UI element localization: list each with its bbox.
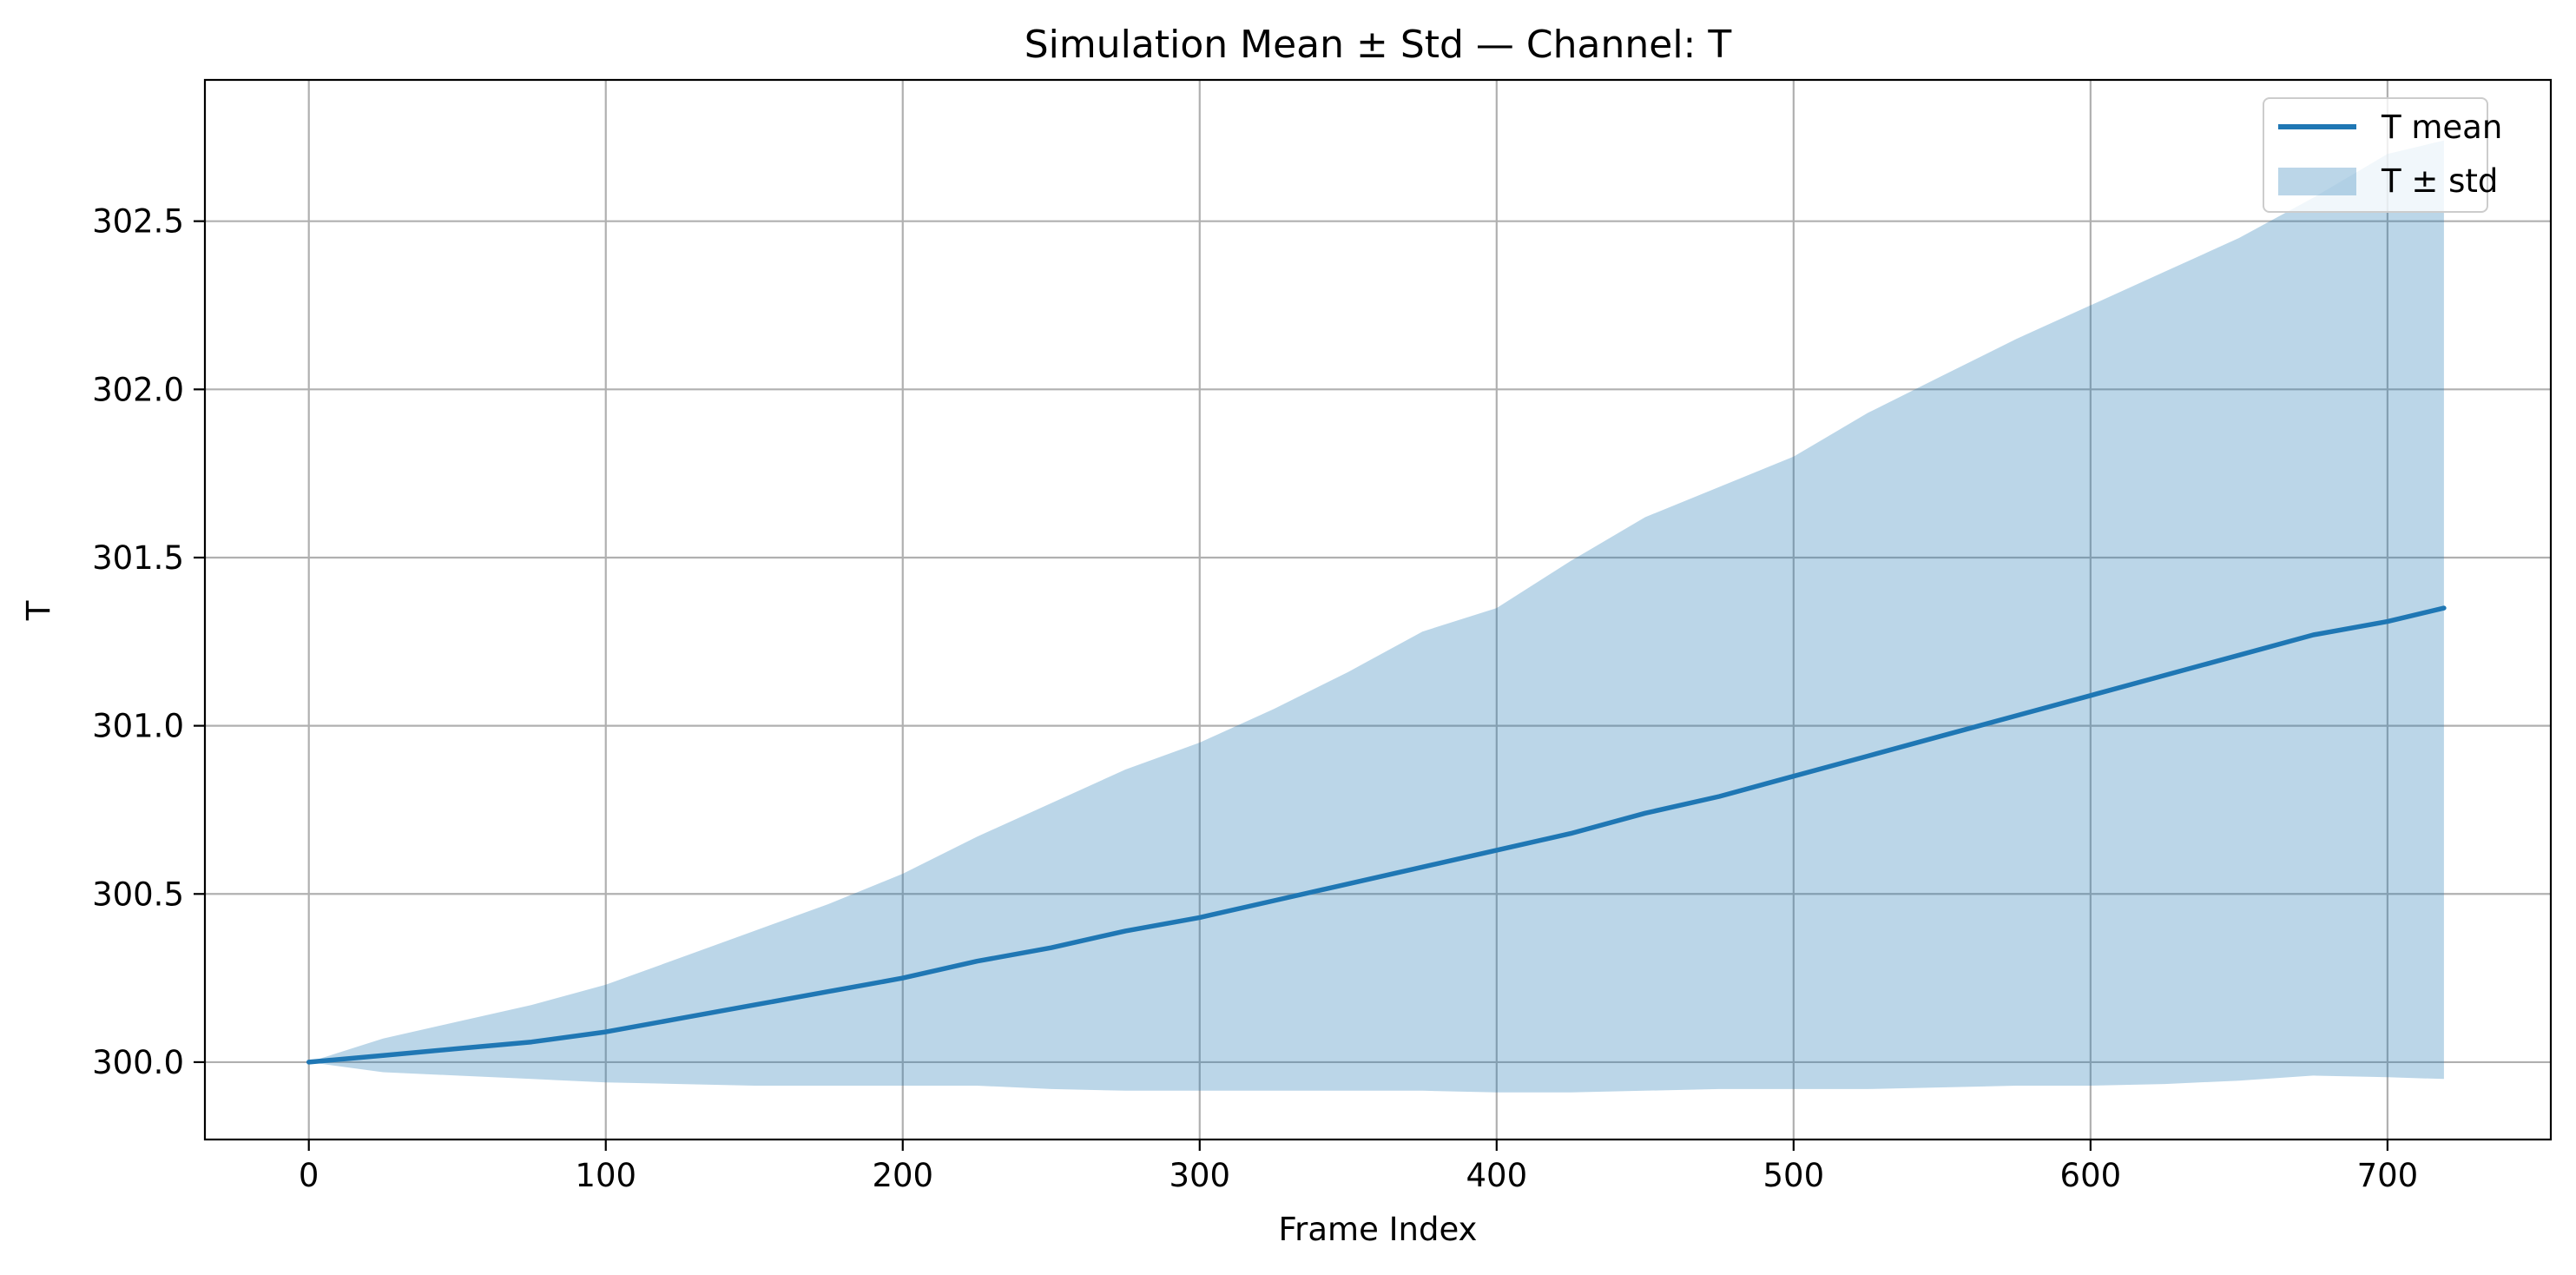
grid [205,80,2551,1140]
x-tick-label: 100 [575,1157,636,1194]
y-tick-label: 300.5 [92,875,184,913]
x-tick-label: 600 [2060,1157,2122,1194]
x-tick-label: 300 [1169,1157,1230,1194]
chart-title: Simulation Mean ± Std — Channel: T [1024,23,1732,67]
y-tick-label: 301.5 [92,539,184,577]
x-tick-label: 200 [872,1157,933,1194]
y-axis-label: T [20,600,57,621]
y-tick-label: 301.0 [92,708,184,745]
plot-frame [203,78,2553,1141]
x-axis-label: Frame Index [1279,1211,1478,1248]
mean-series-line [306,605,2447,1065]
x-tick-label: 400 [1466,1157,1527,1194]
y-tick-label: 300.0 [92,1044,184,1081]
legend: T mean T ± std [2263,97,2502,213]
legend-std-swatch [2278,168,2356,195]
x-tick-label: 0 [299,1157,320,1194]
y-tick-label: 302.0 [92,371,184,408]
x-tick-label: 500 [1763,1157,1825,1194]
x-tick-label: 700 [2357,1157,2419,1194]
std-band-area [308,140,2444,1093]
legend-label-std: T ± std [2381,162,2498,200]
y-axis-ticks: 300.0 300.5 301.0 301.5 302.0 302.5 [92,203,205,1081]
y-tick-label: 302.5 [92,203,184,241]
legend-label-mean: T mean [2381,109,2502,146]
x-axis-ticks: 0 100 200 300 400 500 600 700 [299,1140,2418,1194]
